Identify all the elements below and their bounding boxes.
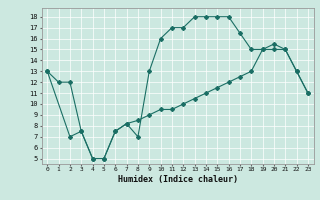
X-axis label: Humidex (Indice chaleur): Humidex (Indice chaleur)	[118, 175, 237, 184]
